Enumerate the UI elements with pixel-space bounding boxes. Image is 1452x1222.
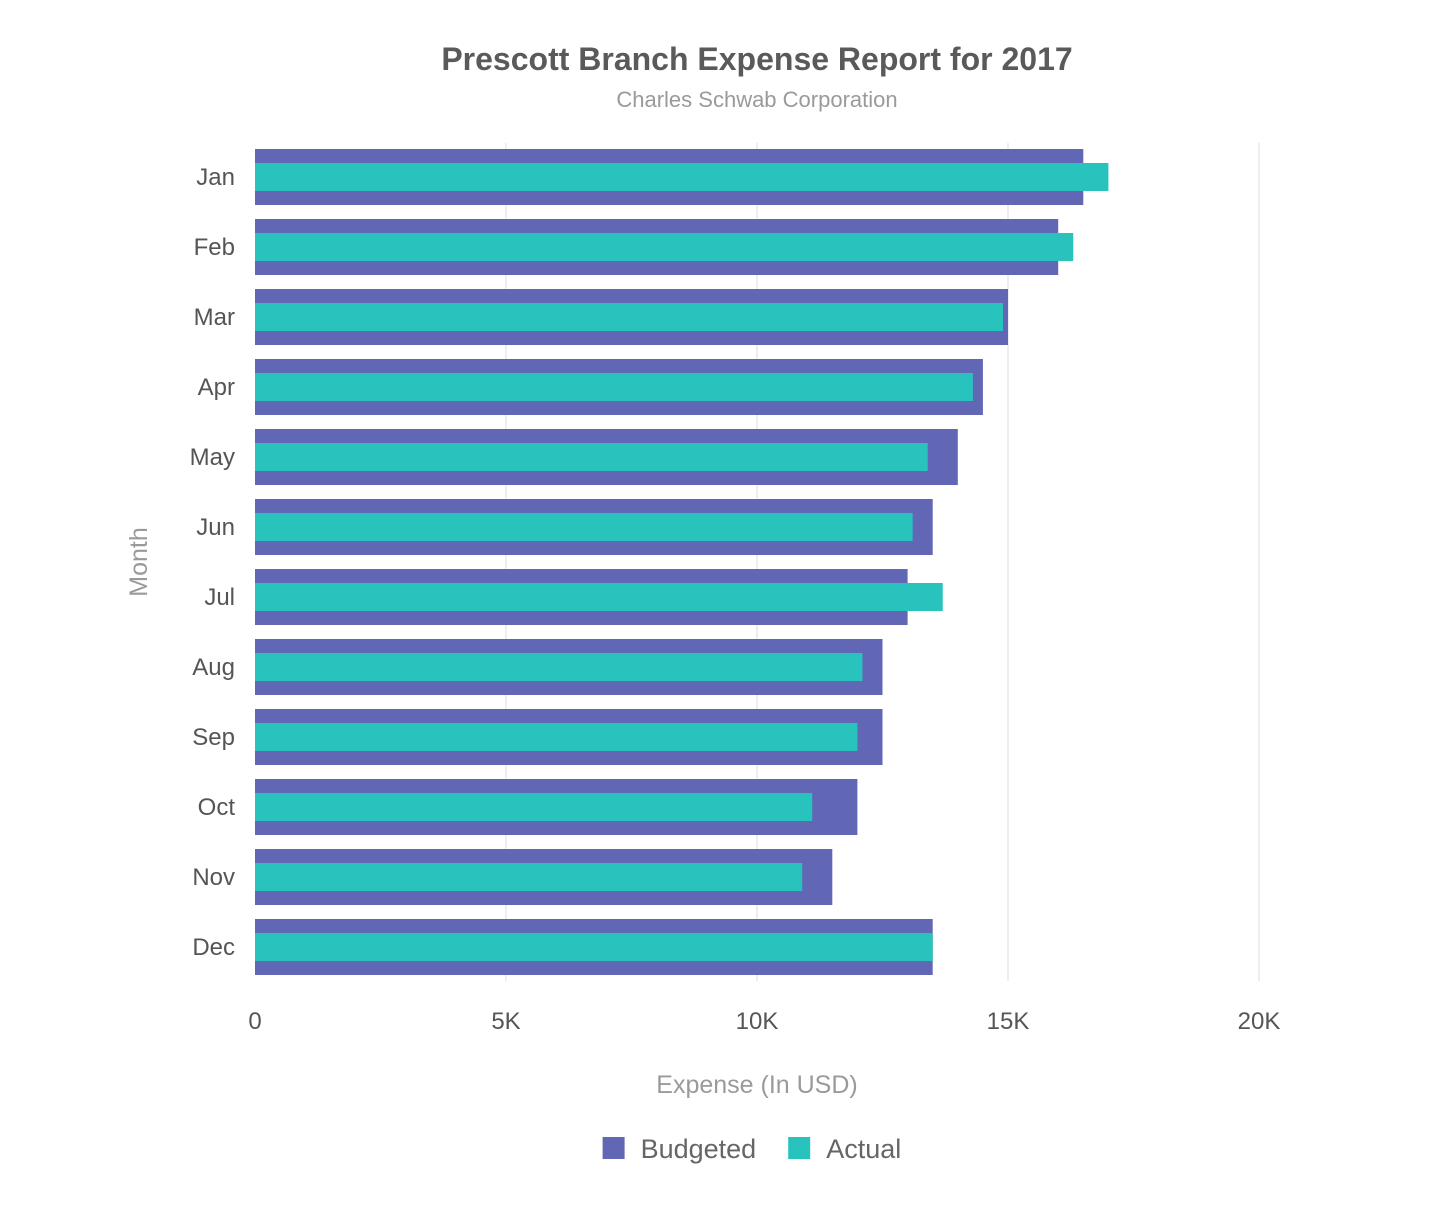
- x-tick-label: 10K: [736, 1008, 779, 1035]
- legend-swatch-actual[interactable]: [788, 1137, 811, 1159]
- legend: Budgeted Actual: [602, 1134, 901, 1164]
- y-tick-label: Feb: [194, 234, 235, 261]
- x-axis-title: Expense (In USD): [656, 1071, 857, 1099]
- bar-actual-apr[interactable]: [255, 373, 973, 401]
- y-tick-label: Jan: [196, 164, 235, 191]
- bar-actual-feb[interactable]: [255, 233, 1074, 261]
- y-tick-label: Oct: [198, 794, 236, 821]
- x-tick-label: 5K: [491, 1008, 520, 1035]
- bar-actual-mar[interactable]: [255, 303, 1003, 331]
- bar-actual-nov[interactable]: [255, 863, 803, 891]
- bars: [255, 149, 1109, 975]
- bar-actual-jan[interactable]: [255, 163, 1109, 191]
- y-tick-label: Apr: [198, 374, 235, 401]
- y-tick-label: Jun: [196, 514, 235, 541]
- chart-subtitle: Charles Schwab Corporation: [616, 87, 897, 112]
- chart-title: Prescott Branch Expense Report for 2017: [441, 41, 1072, 77]
- y-axis-tick-labels: Jan Feb Mar Apr May Jun Jul Aug Sep Oct Nov Dec: [190, 164, 236, 961]
- y-tick-label: Dec: [192, 934, 235, 961]
- y-tick-label: Mar: [194, 304, 235, 331]
- bar-actual-may[interactable]: [255, 443, 928, 471]
- legend-swatch-budgeted[interactable]: [602, 1137, 625, 1159]
- y-tick-label: Sep: [192, 724, 235, 751]
- x-tick-label: 20K: [1238, 1008, 1281, 1035]
- legend-label-budgeted[interactable]: Budgeted: [641, 1134, 757, 1164]
- bar-actual-oct[interactable]: [255, 793, 813, 821]
- x-tick-label: 0: [248, 1008, 261, 1035]
- y-tick-label: Jul: [204, 584, 235, 611]
- bar-actual-sep[interactable]: [255, 723, 858, 751]
- bar-actual-aug[interactable]: [255, 653, 863, 681]
- y-tick-label: Aug: [192, 654, 235, 681]
- y-tick-label: May: [190, 444, 235, 471]
- bar-actual-jul[interactable]: [255, 583, 943, 611]
- y-axis-title: Month: [125, 527, 153, 596]
- bar-actual-jun[interactable]: [255, 513, 913, 541]
- bar-actual-dec[interactable]: [255, 933, 933, 961]
- x-axis-tick-labels: 0 5K 10K 15K 20K: [248, 1008, 1280, 1035]
- legend-label-actual[interactable]: Actual: [826, 1134, 901, 1164]
- y-tick-label: Nov: [192, 864, 235, 891]
- x-tick-label: 15K: [987, 1008, 1030, 1035]
- gridlines: [505, 143, 1260, 981]
